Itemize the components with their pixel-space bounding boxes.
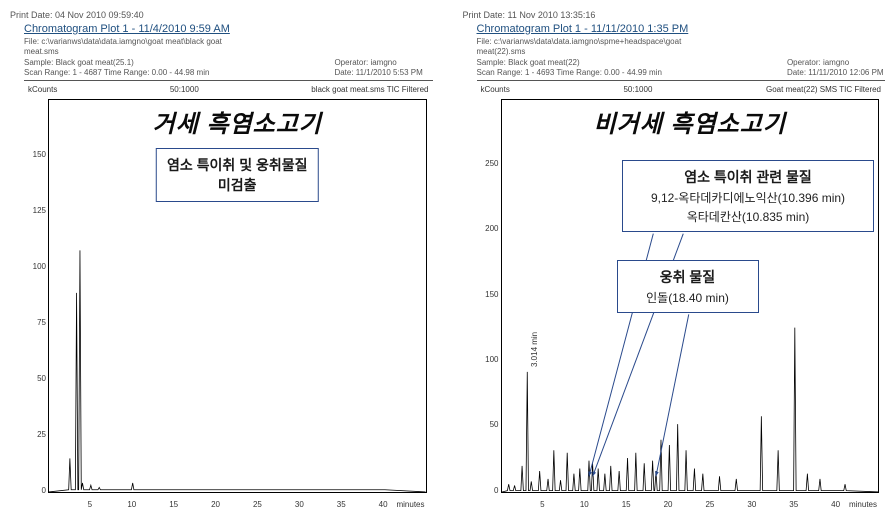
ytick: 75	[24, 318, 46, 327]
xtick: 40	[831, 500, 840, 509]
ytick: 0	[24, 486, 46, 495]
chan-right-label: black goat meat.sms TIC Filtered	[311, 85, 428, 94]
plot-title-left: Chromatogram Plot 1 - 11/4/2010 9:59 AM	[24, 23, 433, 35]
ytick: 50	[24, 374, 46, 383]
peak-annotation: 3.014 min	[530, 332, 539, 367]
callout-right-1: 염소 특이취 관련 물질 9,12-옥타데카디에노익산(10.396 min) …	[622, 160, 874, 232]
plot-title-right: Chromatogram Plot 1 - 11/11/2010 1:35 PM	[477, 23, 886, 35]
callout-r1-l1: 9,12-옥타데카디에노익산(10.396 min)	[633, 190, 863, 206]
xtick: 20	[664, 500, 673, 509]
chart-box-left: 거세 흑염소고기 염소 특이취 및 웅취물질 미검출	[48, 99, 427, 493]
ytick: 100	[24, 262, 46, 271]
ytick: 150	[24, 150, 46, 159]
kcounts-label: kCounts	[28, 85, 57, 94]
xtick: 30	[747, 500, 756, 509]
ytick: 125	[24, 206, 46, 215]
xtick: 35	[337, 500, 346, 509]
xaxis-label-right: minutes	[849, 500, 877, 509]
meta-file-left: File: c:\varianws\data\data.iamgno\goat …	[24, 37, 433, 58]
xtick: 40	[379, 500, 388, 509]
callout-r1-hdr: 염소 특이취 관련 물질	[633, 167, 863, 187]
print-date-right: Print Date: 11 Nov 2010 13:35:16	[463, 10, 886, 20]
callout-left-sub: 미검출	[167, 175, 307, 195]
xtick: 25	[253, 500, 262, 509]
xtick: 25	[705, 500, 714, 509]
callout-r2-l1: 인돌(18.40 min)	[628, 290, 748, 306]
meta-sample-left: Sample: Black goat meat(25.1) Operator: …	[24, 58, 433, 68]
callout-left: 염소 특이취 및 웅취물질 미검출	[156, 148, 318, 202]
meta-file-right: File: c:\varianws\data\data.iamgno\spme+…	[477, 37, 886, 58]
print-date-left: Print Date: 04 Nov 2010 09:59:40	[10, 10, 433, 20]
meta-sample-right: Sample: Black goat meat(22) Operator: ia…	[477, 58, 886, 68]
ytick: 25	[24, 430, 46, 439]
chart-right: kCounts 50:1000 Goat meat(22) SMS TIC Fi…	[463, 85, 886, 515]
callout-left-hdr: 염소 특이취 및 웅취물질	[167, 155, 307, 175]
big-title-right: 비거세 흑염소고기	[594, 104, 786, 139]
chart-left: kCounts 50:1000 black goat meat.sms TIC …	[10, 85, 433, 515]
xtick: 10	[127, 500, 136, 509]
xtick: 20	[211, 500, 220, 509]
xtick: 5	[88, 500, 92, 509]
xtick: 10	[580, 500, 589, 509]
callout-r1-l2: 옥타데칸산(10.835 min)	[633, 209, 863, 225]
kcounts-label-r: kCounts	[481, 85, 510, 94]
callout-right-2: 웅취 물질 인돌(18.40 min)	[617, 260, 759, 313]
meta-scan-left: Scan Range: 1 - 4687 Time Range: 0.00 - …	[24, 68, 433, 78]
chart-box-right: 비거세 흑염소고기 염소 특이취 관련 물질 9,12-옥타데카디에노익산(10…	[501, 99, 880, 493]
ytick: 150	[477, 290, 499, 299]
chan-right-label-r: Goat meat(22) SMS TIC Filtered	[766, 85, 881, 94]
xaxis-label-left: minutes	[396, 500, 424, 509]
xtick: 30	[295, 500, 304, 509]
xtick: 15	[622, 500, 631, 509]
ytick: 200	[477, 224, 499, 233]
chan-label: 50:1000	[170, 85, 199, 94]
xtick: 15	[169, 500, 178, 509]
xtick: 5	[540, 500, 544, 509]
xtick: 35	[789, 500, 798, 509]
meta-scan-right: Scan Range: 1 - 4693 Time Range: 0.00 - …	[477, 68, 886, 78]
ytick: 50	[477, 420, 499, 429]
big-title-left: 거세 흑염소고기	[153, 104, 322, 139]
callout-r2-hdr: 웅취 물질	[628, 267, 748, 287]
right-panel: Print Date: 11 Nov 2010 13:35:16 Chromat…	[463, 10, 886, 515]
ytick: 250	[477, 159, 499, 168]
ytick: 100	[477, 355, 499, 364]
ytick: 0	[477, 486, 499, 495]
chan-label-r: 50:1000	[623, 85, 652, 94]
left-panel: Print Date: 04 Nov 2010 09:59:40 Chromat…	[10, 10, 433, 515]
